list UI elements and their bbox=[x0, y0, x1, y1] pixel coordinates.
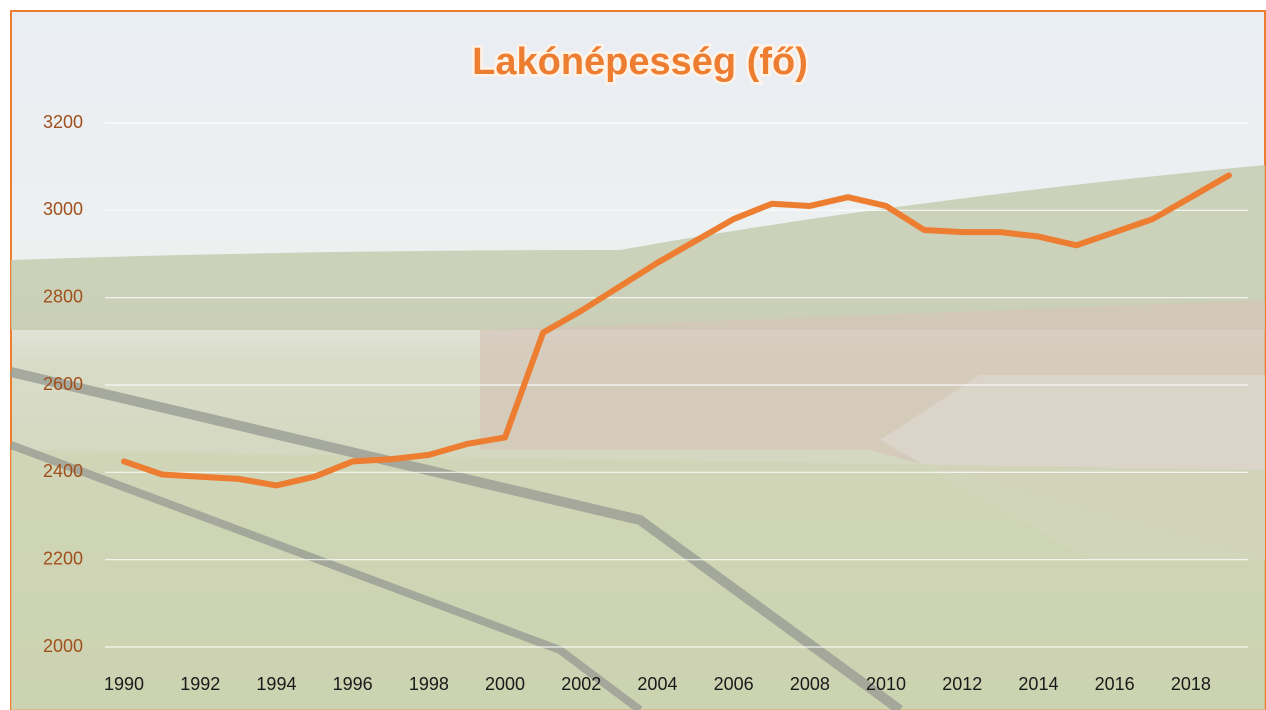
x-tick-label: 1994 bbox=[256, 674, 296, 694]
x-tick-label: 2002 bbox=[561, 674, 601, 694]
y-tick-label: 2400 bbox=[43, 461, 83, 481]
x-tick-label: 2014 bbox=[1018, 674, 1058, 694]
chart: Lakónépesség (fő) 2000 2200 2400 2600 2800 30… bbox=[0, 0, 1266, 710]
y-tick-label: 3200 bbox=[43, 112, 83, 132]
x-tick-label: 2016 bbox=[1095, 674, 1135, 694]
chart-title: Lakónépesség (fő) bbox=[472, 41, 808, 83]
y-tick-label: 2000 bbox=[43, 636, 83, 656]
x-tick-label: 2008 bbox=[790, 674, 830, 694]
x-tick-label: 1996 bbox=[333, 674, 373, 694]
grass bbox=[11, 450, 1265, 710]
x-tick-label: 2012 bbox=[942, 674, 982, 694]
y-tick-label: 3000 bbox=[43, 199, 83, 219]
x-tick-label: 2006 bbox=[714, 674, 754, 694]
x-tick-label: 1998 bbox=[409, 674, 449, 694]
y-tick-label: 2200 bbox=[43, 548, 83, 568]
x-tick-label: 2010 bbox=[866, 674, 906, 694]
x-tick-label: 2004 bbox=[637, 674, 677, 694]
x-tick-label: 2000 bbox=[485, 674, 525, 694]
y-tick-label: 2800 bbox=[43, 286, 83, 306]
y-tick-label: 2600 bbox=[43, 374, 83, 394]
x-tick-label: 1990 bbox=[104, 674, 144, 694]
x-tick-label: 1992 bbox=[180, 674, 220, 694]
x-tick-label: 2018 bbox=[1171, 674, 1211, 694]
